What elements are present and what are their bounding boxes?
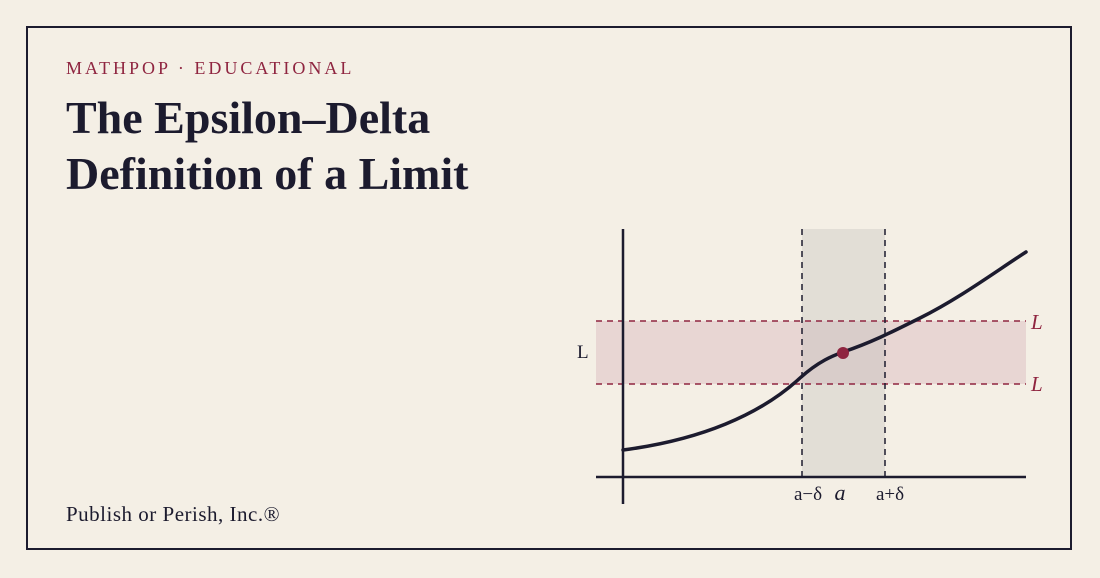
x-center-label: a [835,480,846,505]
publisher-label: Publish or Perish, Inc.® [66,502,281,526]
y-axis-label: L [577,342,589,363]
card-frame [26,26,1072,550]
page-title: The Epsilon–Delta Definition of a Limit [66,90,468,202]
title-line-1: The Epsilon–Delta [66,92,431,143]
x-left-label: a−δ [794,484,822,505]
x-right-label: a+δ [876,484,904,505]
title-line-2: Definition of a Limit [66,148,469,199]
limit-point [837,347,849,359]
lower-band-label: L [1030,372,1043,396]
eyebrow-label: MATHPOP · EDUCATIONAL [66,58,355,78]
upper-band-label: L [1030,310,1043,334]
